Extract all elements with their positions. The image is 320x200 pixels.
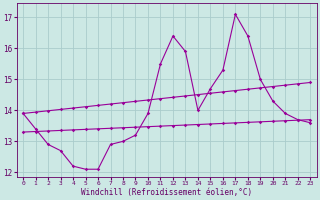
X-axis label: Windchill (Refroidissement éolien,°C): Windchill (Refroidissement éolien,°C)	[81, 188, 252, 197]
